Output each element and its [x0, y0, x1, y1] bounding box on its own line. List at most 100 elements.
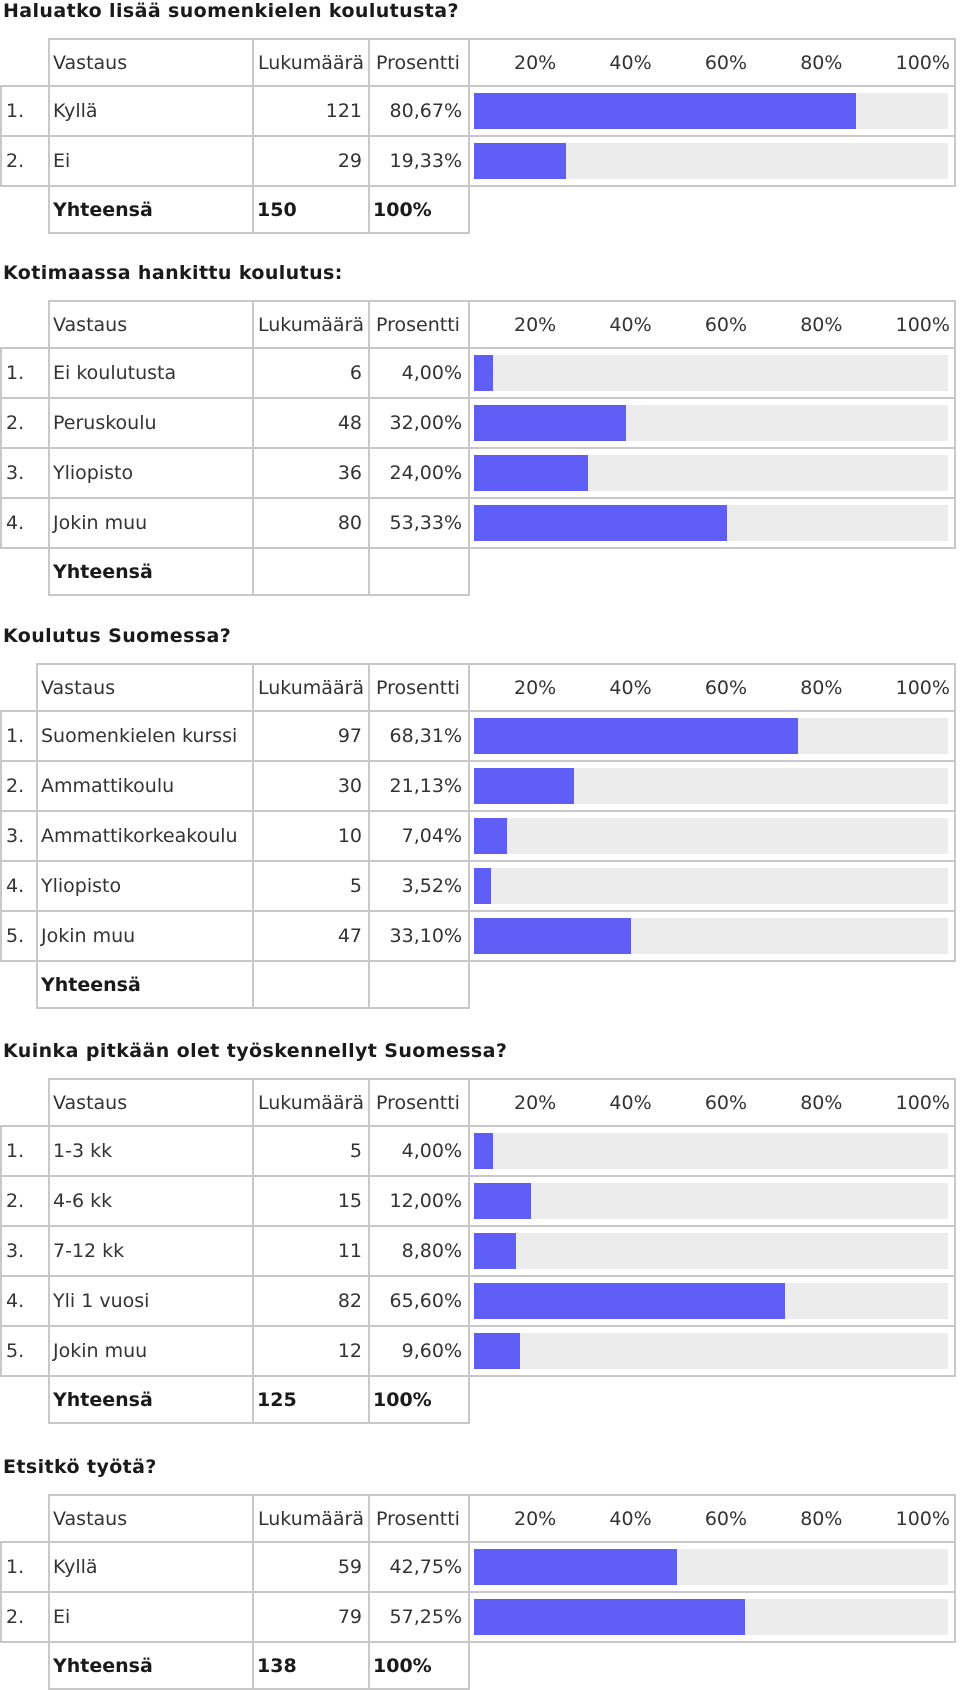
- row-label: Jokin muu: [36, 910, 254, 962]
- total-row: Yhteensä 150 100%: [1, 185, 955, 234]
- bar-fill: [474, 868, 491, 904]
- row-label: Ei: [48, 1591, 254, 1643]
- row-label: Ei: [48, 135, 254, 187]
- row-label: Suomenkielen kurssi: [36, 710, 254, 762]
- bar-fill: [474, 1599, 746, 1635]
- total-blank-end: [469, 1642, 955, 1689]
- row-count: 29: [252, 135, 370, 187]
- bar-track: [474, 1233, 948, 1269]
- header-count: Lukumäärä: [252, 300, 370, 349]
- total-percent: 100%: [368, 1375, 470, 1424]
- bar-fill: [474, 1549, 677, 1585]
- bar-cell: [468, 135, 956, 187]
- row-number: 5.: [0, 910, 38, 962]
- header-row: Vastaus Lukumäärä Prosentti 20% 40% 60% 80% 100…: [1, 300, 956, 349]
- bar-fill: [474, 93, 857, 129]
- question-title: Kuinka pitkään olet työskennellyt Suomes…: [3, 1040, 508, 1062]
- bar-track: [474, 143, 948, 179]
- row-number: 3.: [0, 1225, 50, 1277]
- header-scale: 20% 40% 60% 80% 100%: [468, 1494, 956, 1543]
- row-number: 1.: [0, 347, 50, 399]
- header-percent: Prosentti: [368, 38, 470, 87]
- row-percent: 57,25%: [368, 1591, 470, 1643]
- scale-tick-label: 80%: [800, 676, 843, 699]
- row-count: 48: [252, 397, 370, 449]
- row-count: 30: [252, 760, 370, 812]
- header-answer: Vastaus: [48, 1494, 254, 1543]
- header-scale: 20% 40% 60% 80% 100%: [468, 38, 956, 87]
- results-table: Vastaus Lukumäärä Prosentti 20% 40% 60% 80% 100…: [0, 38, 956, 234]
- bar-track: [474, 818, 948, 854]
- scale-tick-label: 100%: [895, 676, 950, 699]
- header-scale: 20% 40% 60% 80% 100%: [468, 663, 956, 712]
- total-blank-end: [469, 1376, 955, 1423]
- bar-cell: [468, 347, 956, 399]
- bar-cell: [468, 1225, 956, 1277]
- scale-tick-label: 100%: [895, 313, 950, 336]
- row-percent: 12,00%: [368, 1175, 470, 1227]
- row-number: 2.: [0, 1175, 50, 1227]
- bar-cell: [468, 397, 956, 449]
- row-label: Yliopisto: [36, 860, 254, 912]
- scale-labels: 20% 40% 60% 80% 100%: [471, 51, 953, 74]
- table-row: 3. 7-12 kk 11 8,80%: [0, 1225, 956, 1277]
- row-count: 5: [252, 860, 370, 912]
- bar-track: [474, 768, 948, 804]
- row-number: 4.: [0, 860, 38, 912]
- row-label: Jokin muu: [48, 497, 254, 549]
- total-row: Yhteensä 138 100%: [1, 1641, 955, 1690]
- row-number: 3.: [0, 447, 50, 499]
- scale-tick-label: 40%: [609, 1507, 652, 1530]
- row-number: 4.: [0, 1275, 50, 1327]
- table-row: 1. Kyllä 121 80,67%: [0, 85, 956, 137]
- row-label: Kyllä: [48, 85, 254, 137]
- row-label: Ammattikorkeakoulu: [36, 810, 254, 862]
- header-row: Vastaus Lukumäärä Prosentti 20% 40% 60% 80% 100…: [1, 1494, 956, 1543]
- bar-cell: [468, 1325, 956, 1377]
- scale-tick-label: 20%: [514, 676, 557, 699]
- total-row: Yhteensä: [1, 547, 955, 596]
- header-answer: Vastaus: [48, 38, 254, 87]
- scale-tick-label: 20%: [514, 1507, 557, 1530]
- question-title: Kotimaassa hankittu koulutus:: [3, 262, 343, 284]
- row-percent: 80,67%: [368, 85, 470, 137]
- table-row: 1. Suomenkielen kurssi 97 68,31%: [0, 710, 956, 762]
- table-row: 4. Jokin muu 80 53,33%: [0, 497, 956, 549]
- row-percent: 65,60%: [368, 1275, 470, 1327]
- total-count: 125: [252, 1375, 370, 1424]
- row-count: 11: [252, 1225, 370, 1277]
- table-row: 2. Ei 79 57,25%: [0, 1591, 956, 1643]
- row-count: 80: [252, 497, 370, 549]
- question-title: Haluatko lisää suomenkielen koulutusta?: [3, 0, 459, 22]
- bar-fill: [474, 455, 588, 491]
- table-row: 1. Ei koulutusta 6 4,00%: [0, 347, 956, 399]
- bar-cell: [468, 1125, 956, 1177]
- row-label: 1-3 kk: [48, 1125, 254, 1177]
- results-table: Vastaus Lukumäärä Prosentti 20% 40% 60% 80% 100…: [0, 300, 956, 596]
- bar-track: [474, 1283, 948, 1319]
- row-number: 1.: [0, 85, 50, 137]
- bar-cell: [468, 1541, 956, 1593]
- scale-tick-label: 60%: [704, 676, 748, 699]
- total-blank: [1, 548, 49, 595]
- table-row: 4. Yli 1 vuosi 82 65,60%: [0, 1275, 956, 1327]
- question-title: Etsitkö työtä?: [3, 1456, 157, 1478]
- bar-cell: [468, 860, 956, 912]
- row-percent: 4,00%: [368, 1125, 470, 1177]
- table-row: 2. Peruskoulu 48 32,00%: [0, 397, 956, 449]
- total-label: Yhteensä: [36, 960, 254, 1009]
- scale-tick-label: 100%: [895, 51, 950, 74]
- question-title: Koulutus Suomessa?: [3, 625, 232, 647]
- scale-labels: 20% 40% 60% 80% 100%: [471, 1092, 953, 1114]
- table-row: 5. Jokin muu 12 9,60%: [0, 1325, 956, 1377]
- scale-tick-label: 60%: [704, 1507, 748, 1530]
- header-blank: [1, 39, 49, 86]
- table-row: 3. Yliopisto 36 24,00%: [0, 447, 956, 499]
- header-count: Lukumäärä: [252, 1494, 370, 1543]
- header-percent: Prosentti: [368, 1494, 470, 1543]
- bar-fill: [474, 1283, 785, 1319]
- row-number: 5.: [0, 1325, 50, 1377]
- row-label: Yli 1 vuosi: [48, 1275, 254, 1327]
- total-percent: [368, 960, 470, 1009]
- row-count: 15: [252, 1175, 370, 1227]
